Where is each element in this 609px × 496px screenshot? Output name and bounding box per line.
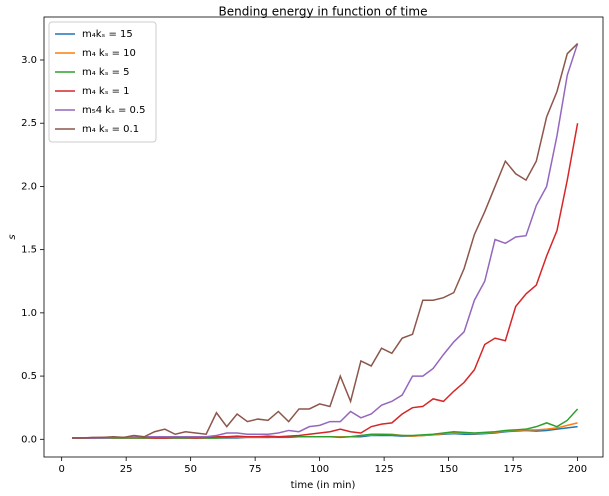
x-tick-label: 100 [310, 464, 329, 475]
y-tick-label: 0.5 [21, 371, 37, 382]
y-tick-label: 1.0 [21, 308, 37, 319]
x-tick-label: 200 [568, 464, 587, 475]
plot-frame [43, 16, 604, 458]
chart-title: Bending energy in function of time [219, 5, 428, 19]
y-axis-label: s [7, 234, 18, 239]
x-tick-label: 75 [249, 464, 262, 475]
x-tick-label: 175 [504, 464, 523, 475]
y-tick-label: 2.5 [21, 118, 37, 129]
x-tick-label: 0 [58, 464, 64, 475]
x-tick-label: 25 [120, 464, 133, 475]
y-tick-label: 3.0 [21, 55, 37, 66]
x-tick-label: 125 [375, 464, 394, 475]
legend-label: m₄kₛ = 15 [82, 29, 133, 40]
legend-label: m₄ kₛ = 0.1 [82, 124, 139, 135]
series-line [71, 43, 579, 439]
y-tick-label: 2.0 [21, 181, 37, 192]
y-tick-label: 0.0 [21, 434, 37, 445]
legend-box [48, 21, 157, 143]
x-axis-label: time (in min) [291, 480, 356, 491]
x-tick-label: 50 [184, 464, 197, 475]
series-line [71, 43, 579, 439]
series-line [71, 123, 579, 439]
y-tick-label: 1.5 [21, 245, 37, 256]
x-tick-label: 150 [439, 464, 458, 475]
legend-label: m₄ kₛ = 5 [82, 67, 130, 78]
legend-label: m₅4 kₛ = 0.5 [82, 105, 145, 116]
legend-label: m₄ kₛ = 1 [82, 86, 130, 97]
legend-label: m₄ kₛ = 10 [82, 48, 136, 59]
